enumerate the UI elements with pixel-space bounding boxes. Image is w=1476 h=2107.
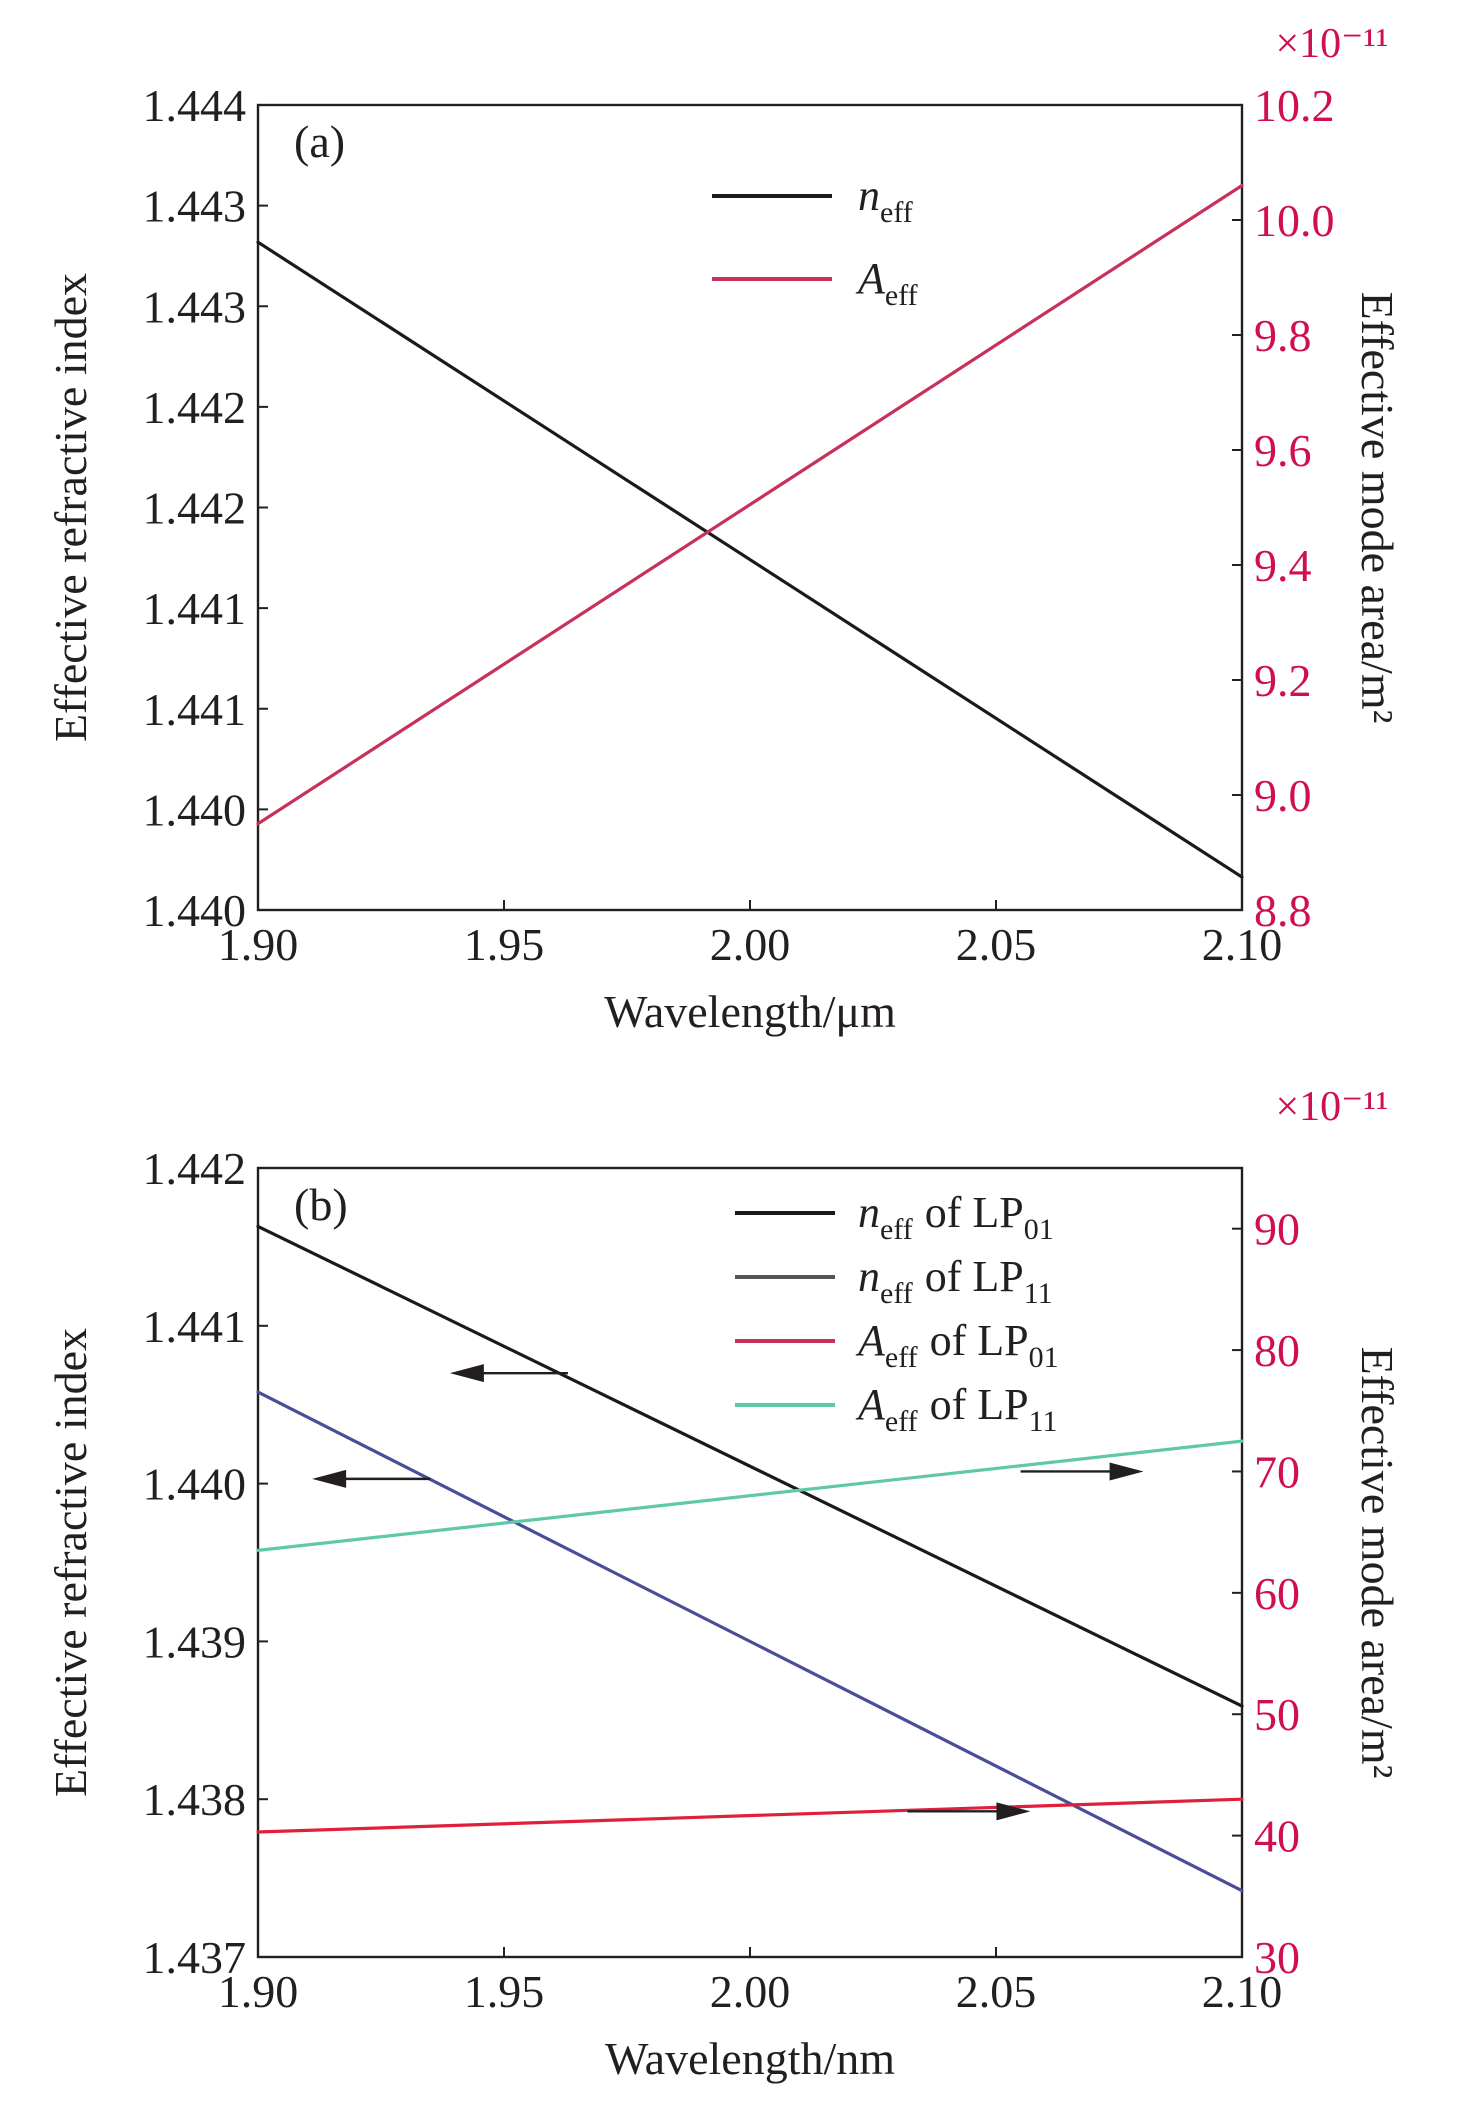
- arrow-head: [449, 1364, 484, 1383]
- y-left-tick-label: 1.440: [143, 784, 247, 835]
- panel-b: 1.90 1.95 2.00 2.05 2.10 1.437 1.438 1.439 1.440…: [45, 1084, 1403, 2084]
- legend-mode: of LP: [930, 1316, 1029, 1365]
- y-left-tick-label: 1.440: [143, 1459, 247, 1510]
- x-axis-title: Wavelength/nm: [605, 2033, 895, 2084]
- panel-a: 1.90 1.95 2.00 2.05 2.10 1.440 1.440 1.441 1.441…: [45, 21, 1403, 1037]
- y-left-axis-title: Effective refractive index: [45, 273, 96, 742]
- legend-symbol: A: [855, 1380, 886, 1429]
- x-tick-label: 2.05: [956, 919, 1037, 970]
- y-right-tick-label: 90: [1254, 1204, 1300, 1255]
- y-right-multiplier: ×10⁻¹¹: [1275, 1084, 1388, 1130]
- series-line-neff-of-lp11: [256, 1390, 1244, 1893]
- legend-mode: of LP: [925, 1252, 1024, 1301]
- y-right-tick-label: 10.0: [1254, 195, 1335, 246]
- y-right-tick-label: 80: [1254, 1325, 1300, 1376]
- legend-subscript: eff: [880, 1213, 913, 1246]
- legend-subscript: eff: [885, 279, 918, 312]
- legend-mode-subscript: 11: [1029, 1405, 1058, 1438]
- panel-label: (a): [294, 116, 345, 167]
- y-right-tick-label: 50: [1254, 1689, 1300, 1740]
- legend-symbol: n: [858, 1188, 880, 1237]
- y-left-tick-label: 1.444: [143, 80, 247, 131]
- y-right-tick-label: 9.4: [1254, 540, 1312, 591]
- y-right-tick-label: 9.8: [1254, 310, 1312, 361]
- arrow-head: [312, 1469, 347, 1488]
- series-line-neff: [256, 240, 1244, 879]
- legend-symbol: A: [855, 1316, 886, 1365]
- y-left-tick-label: 1.443: [143, 181, 247, 232]
- y-right-tick-label: 9.6: [1254, 425, 1312, 476]
- legend-subscript: eff: [880, 196, 913, 229]
- y-left-tick-label: 1.438: [143, 1774, 247, 1825]
- y-right-tick-label: 40: [1254, 1811, 1300, 1862]
- x-tick-label: 2.10: [1202, 1966, 1283, 2017]
- y-right-tick-label: 30: [1254, 1932, 1300, 1983]
- legend-label: neff of LP11: [858, 1252, 1053, 1310]
- legend-subscript: eff: [880, 1277, 913, 1310]
- y-right-tick-label: 8.8: [1254, 885, 1312, 936]
- y-left-tick-label: 1.441: [143, 1301, 247, 1352]
- y-left-axis-title: Effective refractive index: [45, 1328, 96, 1797]
- x-axis-title: Wavelength/μm: [604, 986, 896, 1037]
- legend-label: neff: [858, 171, 913, 229]
- legend-label: Aeff of LP01: [855, 1316, 1059, 1374]
- x-tick-label: 2.00: [710, 1966, 791, 2017]
- y-left-tick-label: 1.441: [143, 583, 247, 634]
- panel-label: (b): [294, 1179, 348, 1230]
- legend-mode: of LP: [930, 1380, 1029, 1429]
- legend-mode-subscript: 11: [1024, 1277, 1053, 1310]
- y-right-axis-title: Effective mode area/m²: [1352, 1347, 1403, 1779]
- y-left-tick-label: 1.439: [143, 1616, 247, 1667]
- y-left-tick-label: 1.443: [143, 281, 247, 332]
- y-right-tick-label: 60: [1254, 1568, 1300, 1619]
- series-line-aeff-of-lp01: [256, 1797, 1244, 1834]
- legend-symbol: A: [855, 254, 886, 303]
- y-left-tick-label: 1.440: [143, 885, 247, 936]
- legend-mode-subscript: 01: [1029, 1341, 1059, 1374]
- legend-mode-subscript: 01: [1024, 1213, 1054, 1246]
- y-right-tick-label: 10.2: [1254, 80, 1335, 131]
- y-right-tick-label: 70: [1254, 1446, 1300, 1497]
- y-right-tick-label: 9.2: [1254, 655, 1312, 706]
- y-left-tick-label: 1.442: [143, 1143, 247, 1194]
- legend-label: Aeff of LP11: [855, 1380, 1058, 1438]
- y-right-multiplier: ×10⁻¹¹: [1275, 21, 1388, 67]
- legend-label: Aeff: [855, 254, 918, 312]
- x-tick-label: 1.95: [464, 919, 545, 970]
- y-left-tick-label: 1.442: [143, 483, 247, 534]
- x-tick-label: 2.10: [1202, 919, 1283, 970]
- y-right-tick-label: 9.0: [1254, 770, 1312, 821]
- y-left-tick-label: 1.441: [143, 684, 247, 735]
- legend-symbol: n: [858, 1252, 880, 1301]
- legend-label: neff of LP01: [858, 1188, 1054, 1246]
- series-line-aeff-of-lp11: [256, 1439, 1244, 1552]
- arrow-head: [1109, 1462, 1144, 1481]
- legend-symbol: n: [858, 171, 880, 220]
- arrow-head: [996, 1802, 1031, 1821]
- legend-subscript: eff: [885, 1405, 918, 1438]
- legend-subscript: eff: [885, 1341, 918, 1374]
- y-left-tick-label: 1.442: [143, 382, 247, 433]
- x-tick-label: 1.90: [218, 919, 299, 970]
- x-tick-label: 2.00: [710, 919, 791, 970]
- y-left-tick-label: 1.437: [143, 1932, 247, 1983]
- x-tick-label: 2.05: [956, 1966, 1037, 2017]
- x-tick-label: 1.95: [464, 1966, 545, 2017]
- series-line-neff-of-lp01: [256, 1224, 1244, 1708]
- y-right-axis-title: Effective mode area/m²: [1352, 292, 1403, 724]
- series-line-aeff: [256, 183, 1244, 826]
- legend-mode: of LP: [925, 1188, 1024, 1237]
- x-tick-label: 1.90: [218, 1966, 299, 2017]
